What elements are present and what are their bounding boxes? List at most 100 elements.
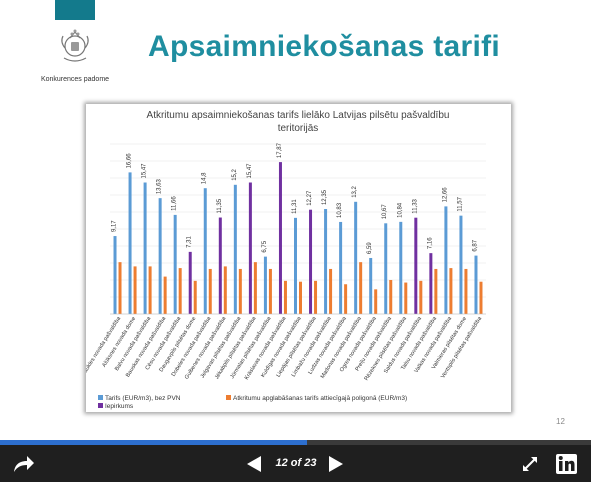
bar-tariff bbox=[459, 215, 463, 314]
data-label: 13,63 bbox=[157, 178, 163, 194]
bar-poligons bbox=[133, 266, 137, 314]
progress-bar[interactable] bbox=[0, 440, 591, 445]
linkedin-icon[interactable] bbox=[556, 454, 577, 474]
bar-tariff bbox=[278, 162, 282, 314]
data-label: 12,66 bbox=[442, 187, 448, 203]
bar-tariff bbox=[188, 251, 192, 314]
bar-tariff bbox=[143, 182, 147, 314]
bar-tariff bbox=[173, 214, 177, 314]
chart-title: Atkritumu apsaimniekošanas tarifs lielāk… bbox=[147, 110, 450, 121]
data-label: 6,59 bbox=[367, 242, 373, 254]
bar-tariff bbox=[339, 221, 343, 314]
bar-poligons bbox=[163, 276, 167, 314]
bar-poligons bbox=[464, 268, 468, 314]
bar-poligons bbox=[389, 280, 393, 314]
bar-poligons bbox=[223, 266, 227, 314]
bar-tariff bbox=[414, 217, 418, 314]
data-label: 11,35 bbox=[217, 198, 223, 213]
bar-tariff bbox=[128, 172, 132, 314]
bar-tariff bbox=[294, 217, 297, 314]
bar-tariff bbox=[248, 182, 252, 314]
slide: Konkurences padome Apsaimniekošanas tari… bbox=[34, 0, 565, 426]
viewer-toolbar: 12 of 23 bbox=[0, 445, 591, 482]
legend-swatch-poligons bbox=[226, 395, 231, 400]
bar-tariff bbox=[233, 184, 237, 314]
slide-title: Apsaimniekošanas tarifi bbox=[148, 30, 501, 63]
bar-poligons bbox=[374, 289, 378, 314]
next-slide-icon[interactable] bbox=[327, 455, 345, 473]
legend-label-poligons: Atkritumu apglabāšanas tarifs attiecīgaj… bbox=[233, 395, 407, 402]
data-label: 10,67 bbox=[382, 204, 388, 220]
bar-tariff bbox=[218, 217, 222, 314]
data-label: 6,87 bbox=[472, 239, 478, 251]
bar-chart: Atkritumu apsaimniekošanas tarifs lielāk… bbox=[76, 110, 486, 410]
data-label: 6,75 bbox=[262, 240, 268, 252]
data-label: 15,2 bbox=[232, 168, 238, 180]
bar-poligons bbox=[299, 281, 302, 314]
data-label: 7,16 bbox=[427, 237, 433, 249]
bar-tariff bbox=[203, 188, 207, 314]
bar-poligons bbox=[419, 280, 423, 314]
bar-poligons bbox=[178, 268, 182, 314]
logo-text: Konkurences padome bbox=[40, 76, 110, 83]
data-label: 14,8 bbox=[202, 172, 208, 184]
data-label: 13,2 bbox=[352, 185, 358, 197]
bar-tariff bbox=[158, 198, 162, 314]
coat-of-arms-icon bbox=[61, 29, 89, 62]
bar-poligons bbox=[344, 284, 348, 314]
data-label: 11,66 bbox=[172, 196, 178, 211]
bar-poligons bbox=[148, 266, 152, 314]
data-label: 15,47 bbox=[142, 163, 148, 179]
chart-frame: Atkritumu apsaimniekošanas tarifs lielāk… bbox=[76, 104, 511, 412]
bar-tariff bbox=[429, 253, 433, 314]
bar-poligons bbox=[238, 268, 242, 314]
previous-slide-icon[interactable] bbox=[245, 455, 263, 473]
data-label: 12,35 bbox=[322, 189, 328, 205]
bar-poligons bbox=[449, 268, 453, 314]
bar-poligons bbox=[479, 281, 483, 314]
bar-tariff bbox=[369, 257, 373, 314]
fullscreen-icon[interactable] bbox=[522, 456, 538, 472]
slide-accent-block bbox=[55, 0, 95, 20]
bar-tariff bbox=[399, 221, 403, 314]
legend-swatch-iepirkums bbox=[98, 403, 103, 408]
bar-poligons bbox=[314, 280, 318, 314]
data-label: 11,31 bbox=[292, 199, 298, 214]
bar-tariff bbox=[354, 201, 358, 314]
slide-page-number: 12 bbox=[556, 417, 565, 426]
bar-poligons bbox=[404, 282, 408, 314]
legend-label-iepirkums: Iepirkums bbox=[105, 403, 134, 410]
data-label: 17,87 bbox=[277, 142, 283, 158]
bar-tariff bbox=[384, 223, 388, 314]
data-label: 10,83 bbox=[337, 202, 343, 218]
bar-tariff bbox=[309, 209, 313, 314]
bar-poligons bbox=[253, 262, 257, 314]
bar-poligons bbox=[434, 268, 438, 314]
data-label: 11,33 bbox=[412, 198, 418, 213]
data-label: 7,31 bbox=[187, 236, 193, 248]
data-label: 9,17 bbox=[112, 220, 118, 232]
bar-poligons bbox=[283, 280, 287, 314]
organization-logo: Konkurences padome bbox=[34, 28, 116, 86]
data-label: 15,47 bbox=[247, 163, 253, 179]
data-label: 10,84 bbox=[397, 202, 403, 218]
slide-counter: 12 of 23 bbox=[275, 457, 317, 469]
bar-tariff bbox=[474, 255, 478, 314]
bar-tariff bbox=[324, 209, 328, 314]
chart-title: teritorijās bbox=[278, 123, 319, 134]
bar-tariff bbox=[113, 236, 117, 314]
data-label: 12,27 bbox=[307, 190, 313, 206]
data-label: 11,57 bbox=[457, 196, 463, 211]
legend-swatch-tariff bbox=[98, 395, 103, 400]
bar-poligons bbox=[329, 268, 333, 314]
progress-bar-fill bbox=[0, 440, 308, 445]
bar-poligons bbox=[193, 280, 197, 314]
share-icon[interactable] bbox=[12, 454, 36, 474]
bar-poligons bbox=[118, 262, 122, 314]
bar-tariff bbox=[263, 256, 267, 314]
bar-poligons bbox=[208, 268, 212, 314]
data-label: 16,66 bbox=[127, 153, 133, 169]
bar-poligons bbox=[359, 262, 363, 314]
bar-poligons bbox=[268, 268, 272, 314]
bar-tariff bbox=[444, 206, 448, 314]
